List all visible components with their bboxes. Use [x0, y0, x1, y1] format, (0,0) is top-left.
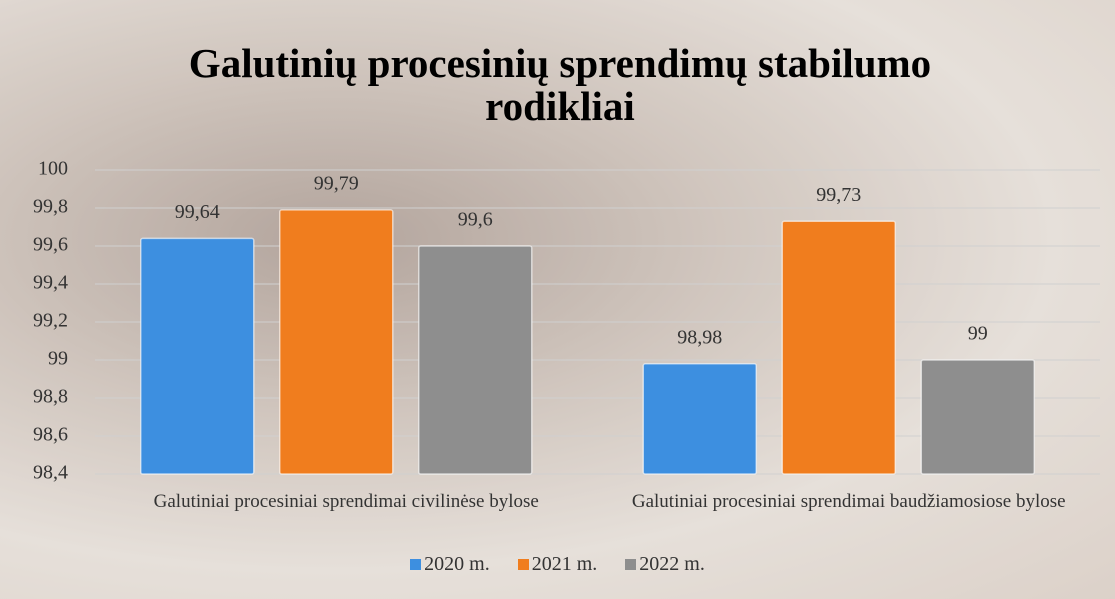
- y-tick-label: 98,8: [33, 386, 68, 408]
- legend: 2020 m. 2021 m. 2022 m.: [0, 553, 1115, 576]
- legend-item: 2021 m.: [518, 553, 598, 576]
- x-tick-label: Galutiniai procesiniai sprendimai civili…: [96, 490, 596, 514]
- bar: [782, 221, 895, 474]
- legend-item: 2020 m.: [410, 553, 490, 576]
- y-tick-label: 98,6: [33, 424, 68, 446]
- y-tick-label: 99,8: [33, 196, 68, 218]
- legend-swatch: [518, 559, 529, 570]
- value-label: 99: [968, 323, 988, 345]
- value-label: 98,98: [677, 326, 722, 348]
- chart-title: Galutinių procesinių sprendimų stabilumo…: [140, 42, 980, 128]
- legend-label: 2020 m.: [424, 553, 490, 575]
- bar: [921, 360, 1034, 474]
- bar: [419, 246, 532, 474]
- y-tick-label: 99: [48, 348, 68, 370]
- y-tick-label: 100: [38, 158, 68, 180]
- value-label: 99,73: [816, 184, 861, 206]
- page: 98,4 98,6 98,8 99 99,2 99,4 99,6 99,8 100 99,64 99…: [0, 0, 1115, 599]
- y-tick-label: 99,4: [33, 272, 68, 294]
- bar: [280, 210, 393, 474]
- y-tick-label: 99,2: [33, 310, 68, 332]
- legend-swatch: [410, 559, 421, 570]
- value-label: 99,64: [175, 201, 220, 223]
- legend-label: 2022 m.: [639, 553, 705, 575]
- y-tick-label: 99,6: [33, 234, 68, 256]
- x-tick-label: Galutiniai procesiniai sprendimai baudži…: [599, 490, 1099, 514]
- bar: [141, 238, 254, 474]
- bar: [643, 364, 756, 474]
- value-label: 99,79: [314, 172, 359, 194]
- value-label: 99,6: [458, 209, 493, 231]
- legend-label: 2021 m.: [532, 553, 598, 575]
- y-tick-label: 98,4: [33, 462, 68, 484]
- legend-item: 2022 m.: [625, 553, 705, 576]
- legend-swatch: [625, 559, 636, 570]
